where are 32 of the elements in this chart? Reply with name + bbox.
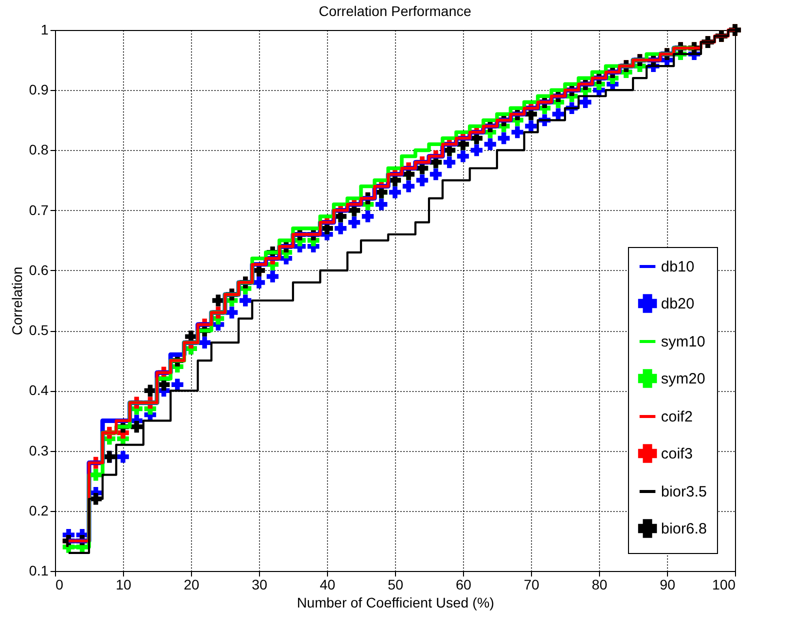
x-tick-label: 80 bbox=[592, 576, 608, 592]
y-tick-label: 0.1 bbox=[29, 562, 49, 578]
x-tick-label: 90 bbox=[660, 576, 676, 592]
x-tick-label: 30 bbox=[252, 576, 268, 592]
legend-label: db20 bbox=[661, 296, 694, 312]
y-tick-label: 0.9 bbox=[29, 82, 49, 98]
legend-label: sym20 bbox=[661, 370, 706, 388]
legend-label: bior3.5 bbox=[661, 484, 707, 500]
y-tick-label: 0.4 bbox=[29, 382, 49, 398]
y-tick-label: 1 bbox=[40, 22, 49, 38]
x-tick-label: 60 bbox=[456, 576, 472, 592]
legend-label: coif3 bbox=[661, 446, 693, 462]
x-tick-label: 0 bbox=[56, 576, 64, 592]
legend-label: bior6.8 bbox=[661, 520, 707, 538]
legend-label: db10 bbox=[661, 258, 694, 276]
x-tick-label: 40 bbox=[320, 576, 336, 592]
chart-title: Correlation Performance bbox=[318, 3, 472, 19]
y-tick-label: 0.6 bbox=[29, 262, 49, 278]
y-tick-label: 0.8 bbox=[29, 142, 49, 158]
x-tick-label: 50 bbox=[388, 576, 404, 592]
legend-label: sym10 bbox=[661, 334, 706, 350]
x-tick-label: 20 bbox=[184, 576, 200, 592]
y-tick-label: 0.5 bbox=[29, 322, 49, 338]
y-tick-label: 0.3 bbox=[29, 442, 49, 458]
y-axis-title: Correlation bbox=[9, 266, 26, 336]
x-axis-title: Number of Coefficient Used (%) bbox=[296, 594, 494, 610]
y-tick-label: 0.2 bbox=[29, 502, 49, 518]
x-tick-label: 70 bbox=[524, 576, 540, 592]
x-tick-label: 100 bbox=[712, 576, 736, 592]
legend-label: coif2 bbox=[661, 408, 693, 426]
x-tick-label: 10 bbox=[116, 576, 132, 592]
y-tick-label: 0.7 bbox=[29, 202, 49, 218]
